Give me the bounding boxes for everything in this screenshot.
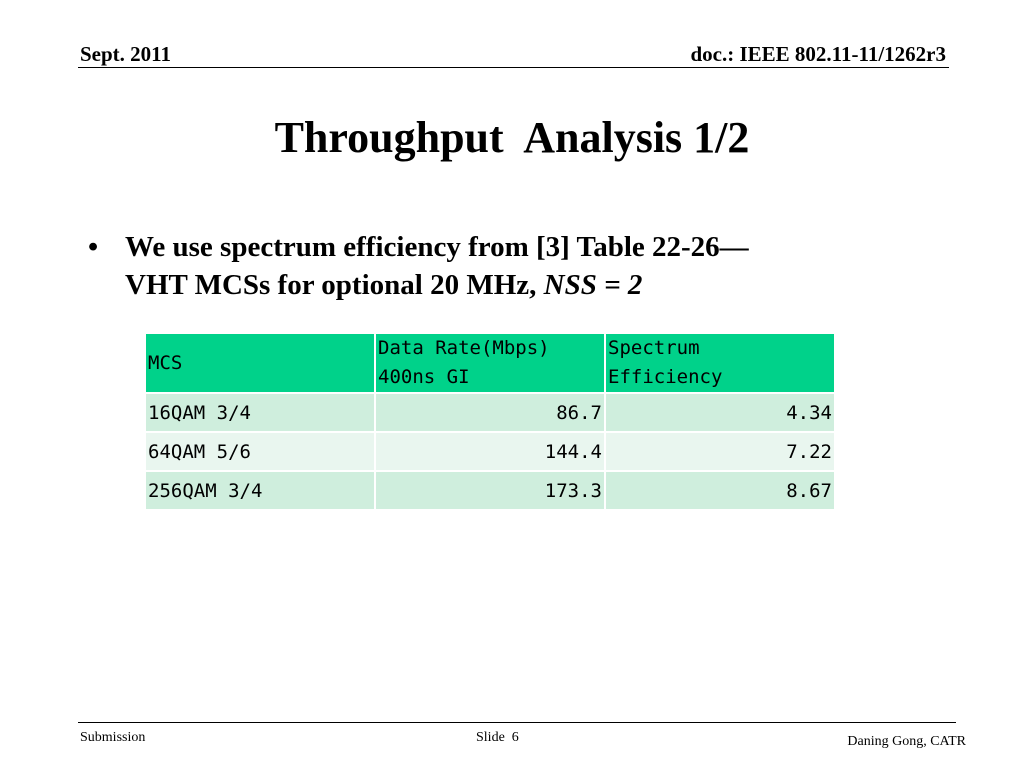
header-data-rate-line-2: 400ns GI	[378, 366, 470, 388]
header-cell-spectrum-efficiency: Spectrum Efficiency	[604, 332, 836, 394]
cell-data-rate: 173.3	[374, 470, 606, 511]
table-row: 256QAM 3/4 173.3 8.67	[144, 470, 836, 511]
bullet-text: We use spectrum efficiency from [3] Tabl…	[125, 228, 885, 304]
bullet-dot-icon: •	[88, 231, 99, 263]
mcs-table: MCS Data Rate(Mbps) 400ns GI Spectrum Ef…	[144, 332, 836, 511]
footer-submission: Submission	[80, 730, 146, 745]
cell-mcs: 256QAM 3/4	[144, 470, 376, 511]
slide-title: Throughput Analysis 1/2	[274, 113, 750, 162]
header-cell-data-rate: Data Rate(Mbps) 400ns GI	[374, 332, 606, 394]
cell-spectrum-efficiency: 7.22	[604, 431, 836, 472]
header-date: Sept. 2011	[80, 42, 172, 66]
header-mcs-label: MCS	[148, 351, 183, 374]
cell-spectrum-efficiency: 4.34	[604, 392, 836, 433]
bullet-line-1: We use spectrum efficiency from [3] Tabl…	[125, 231, 749, 263]
footer-slide-number: Slide 6	[476, 730, 519, 745]
table-header-row: MCS Data Rate(Mbps) 400ns GI Spectrum Ef…	[144, 332, 836, 394]
header-efficiency-line-1: Spectrum	[608, 337, 700, 359]
bullet-line-2: VHT MCSs for optional 20 MHz, NSS = 2	[125, 266, 885, 304]
footer-divider	[78, 722, 956, 723]
bullet-nss-value: NSS = 2	[543, 269, 643, 301]
table-row: 16QAM 3/4 86.7 4.34	[144, 392, 836, 433]
header-cell-mcs: MCS	[144, 332, 376, 394]
header-data-rate-line-1: Data Rate(Mbps)	[378, 337, 550, 359]
header-divider	[78, 67, 949, 68]
cell-spectrum-efficiency: 8.67	[604, 470, 836, 511]
cell-mcs: 16QAM 3/4	[144, 392, 376, 433]
table-row: 64QAM 5/6 144.4 7.22	[144, 431, 836, 472]
cell-data-rate: 144.4	[374, 431, 606, 472]
header-doc-id: doc.: IEEE 802.11-11/1262r3	[690, 42, 946, 66]
cell-mcs: 64QAM 5/6	[144, 431, 376, 472]
cell-data-rate: 86.7	[374, 392, 606, 433]
header-efficiency-line-2: Efficiency	[608, 366, 723, 388]
bullet-line-2-text: VHT MCSs for optional 20 MHz,	[125, 269, 544, 301]
footer-author: Daning Gong, CATR	[847, 734, 966, 749]
